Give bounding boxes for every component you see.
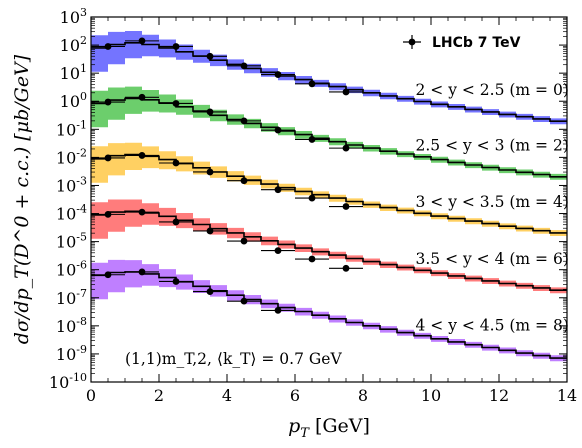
y-tick-label: 10-4 xyxy=(56,203,87,224)
data-point-s1-5 xyxy=(274,126,282,134)
y-tick-label: 10-8 xyxy=(56,315,87,336)
x-tick-label: 12 xyxy=(489,386,509,405)
band-series-2 xyxy=(91,142,567,236)
theory-line-series-3 xyxy=(91,210,567,291)
y-tick-label: 10-6 xyxy=(56,259,87,280)
axis-ticks: 0 2 4 6 8 10 12 14 103 102 101 100 10-1 10-2 10-3 10-4 1… xyxy=(49,6,577,405)
data-point-s0-4 xyxy=(240,62,248,70)
data-point-s1-3 xyxy=(206,108,214,116)
theory-histograms xyxy=(91,42,567,359)
data-point-s4-2 xyxy=(172,278,180,285)
data-point-s3-3 xyxy=(206,227,214,235)
data-point-s0-5 xyxy=(274,71,282,78)
series-label-4: 4 < y < 4.5 (m = 8) xyxy=(416,317,569,335)
y-tick-label: 103 xyxy=(60,6,87,27)
data-point-s4-0 xyxy=(104,271,112,279)
y-tick-label: 100 xyxy=(60,90,87,111)
series-labels: 2 < y < 2.5 (m = 0) 2.5 < y < 3 (m = 2) 3 … xyxy=(125,81,569,368)
y-axis-title: dσ/dp_T(D^0 + c.c.) [μb/GeV] xyxy=(11,54,33,344)
y-tick-label: 10-2 xyxy=(56,146,87,167)
x-tick-label: 8 xyxy=(358,386,368,405)
x-tick-label: 4 xyxy=(222,386,232,405)
data-point-s1-6 xyxy=(308,136,316,143)
data-point-s1-7 xyxy=(342,144,350,152)
data-point-s1-2 xyxy=(172,100,180,107)
y-tick-label: 10-9 xyxy=(56,343,87,364)
data-point-s3-2 xyxy=(172,218,180,226)
legend-label: LHCb 7 TeV xyxy=(432,35,521,51)
data-point-s0-7 xyxy=(342,88,350,96)
data-point-s2-0 xyxy=(104,154,112,162)
annotation-text: (1,1)m_T,2, ⟨k_T⟩ = 0.7 GeV xyxy=(125,350,342,368)
legend: LHCb 7 TeV xyxy=(403,35,521,51)
series-label-2: 3 < y < 3.5 (m = 4) xyxy=(416,193,569,211)
data-point-s0-2 xyxy=(172,43,180,50)
data-point-s3-7 xyxy=(342,264,350,272)
x-tick-label: 6 xyxy=(290,386,300,405)
axis-titles: pT [GeV] dσ/dp_T(D^0 + c.c.) [μb/GeV] xyxy=(11,54,370,441)
series-label-1: 2.5 < y < 3 (m = 2) xyxy=(416,137,569,155)
data-point-s3-1 xyxy=(138,208,146,216)
data-point-s1-0 xyxy=(104,98,112,106)
data-point-s2-3 xyxy=(206,168,214,176)
data-point-s3-0 xyxy=(104,210,112,218)
band-series-4 xyxy=(91,259,567,362)
y-tick-label: 10-1 xyxy=(56,118,87,139)
data-point-s3-4 xyxy=(240,237,248,245)
x-axis-title: pT [GeV] xyxy=(288,415,370,441)
data-point-s2-1 xyxy=(138,152,146,159)
x-tick-label: 2 xyxy=(154,386,164,405)
data-point-s4-5 xyxy=(274,307,282,314)
lhcb-data-points xyxy=(91,37,363,314)
series-label-3: 3.5 < y < 4 (m = 6) xyxy=(416,250,569,268)
data-point-s4-4 xyxy=(240,297,248,305)
data-point-s0-1 xyxy=(138,37,146,45)
data-point-s0-3 xyxy=(206,52,214,60)
data-point-s2-2 xyxy=(172,159,180,167)
data-point-s1-1 xyxy=(138,93,146,101)
x-tick-label: 0 xyxy=(86,386,96,405)
y-tick-label: 10-5 xyxy=(56,231,87,252)
series-label-0: 2 < y < 2.5 (m = 0) xyxy=(416,81,569,99)
data-point-s1-4 xyxy=(240,117,248,125)
x-tick-label: 14 xyxy=(557,386,577,405)
legend-marker-dot xyxy=(408,38,416,46)
data-point-s3-6 xyxy=(308,255,316,263)
band-series-3 xyxy=(91,199,567,294)
x-tick-label: 10 xyxy=(421,386,441,405)
y-tick-label: 101 xyxy=(60,62,87,83)
data-point-s2-7 xyxy=(342,203,350,210)
data-point-s2-6 xyxy=(308,194,316,202)
data-point-s2-5 xyxy=(274,186,282,194)
data-point-s4-1 xyxy=(138,268,146,276)
y-tick-label: 10-7 xyxy=(56,287,87,308)
data-point-s2-4 xyxy=(240,177,248,185)
y-tick-label: 102 xyxy=(60,34,87,55)
data-point-s4-3 xyxy=(206,288,214,295)
data-point-s0-0 xyxy=(104,43,112,50)
data-point-s0-6 xyxy=(308,80,316,88)
y-tick-label: 10-10 xyxy=(49,371,87,392)
data-point-s3-5 xyxy=(274,247,282,255)
y-tick-label: 10-3 xyxy=(56,174,87,195)
